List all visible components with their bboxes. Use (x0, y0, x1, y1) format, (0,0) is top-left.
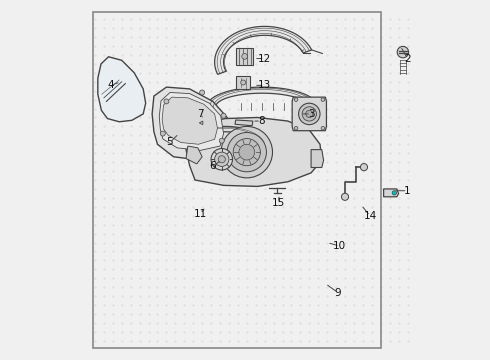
Circle shape (233, 139, 260, 166)
Polygon shape (235, 120, 253, 126)
Circle shape (199, 90, 205, 95)
Circle shape (160, 131, 165, 136)
Circle shape (221, 113, 226, 118)
Circle shape (239, 144, 255, 160)
Polygon shape (186, 146, 202, 164)
Circle shape (298, 103, 320, 125)
Circle shape (294, 126, 298, 130)
Circle shape (220, 138, 224, 143)
Text: 10: 10 (333, 241, 346, 251)
Circle shape (221, 126, 272, 178)
Polygon shape (292, 97, 326, 131)
Text: 7: 7 (197, 109, 204, 119)
Polygon shape (152, 87, 231, 160)
Text: 14: 14 (364, 211, 377, 221)
Bar (93, 12, 381, 348)
Circle shape (164, 99, 169, 104)
Polygon shape (185, 126, 266, 144)
Text: 15: 15 (272, 198, 286, 208)
Polygon shape (162, 97, 218, 144)
Circle shape (392, 191, 396, 195)
Polygon shape (159, 93, 223, 150)
Circle shape (360, 163, 368, 171)
Text: 4: 4 (108, 80, 114, 90)
Text: 2: 2 (404, 54, 411, 64)
Circle shape (306, 111, 313, 117)
Polygon shape (384, 189, 398, 197)
Polygon shape (236, 48, 253, 65)
Circle shape (227, 132, 267, 172)
Text: 3: 3 (308, 109, 315, 119)
Circle shape (218, 156, 225, 163)
Text: 11: 11 (194, 209, 207, 219)
Text: 6: 6 (210, 161, 216, 171)
Circle shape (302, 107, 317, 121)
Text: 9: 9 (335, 288, 341, 297)
Polygon shape (311, 150, 323, 167)
Circle shape (321, 98, 325, 102)
Circle shape (241, 80, 245, 85)
Circle shape (294, 98, 298, 102)
Polygon shape (236, 76, 250, 89)
Polygon shape (199, 121, 203, 125)
Text: 5: 5 (167, 138, 173, 148)
Circle shape (321, 126, 325, 130)
Circle shape (211, 149, 232, 170)
Circle shape (342, 193, 348, 201)
Polygon shape (186, 117, 322, 186)
Text: 1: 1 (404, 186, 411, 196)
Text: 8: 8 (258, 116, 265, 126)
Circle shape (242, 54, 247, 59)
Text: 13: 13 (258, 80, 271, 90)
Text: 12: 12 (258, 54, 271, 64)
Circle shape (215, 152, 229, 166)
Circle shape (397, 46, 409, 58)
Polygon shape (207, 87, 317, 113)
Polygon shape (215, 26, 312, 74)
Polygon shape (98, 57, 146, 122)
